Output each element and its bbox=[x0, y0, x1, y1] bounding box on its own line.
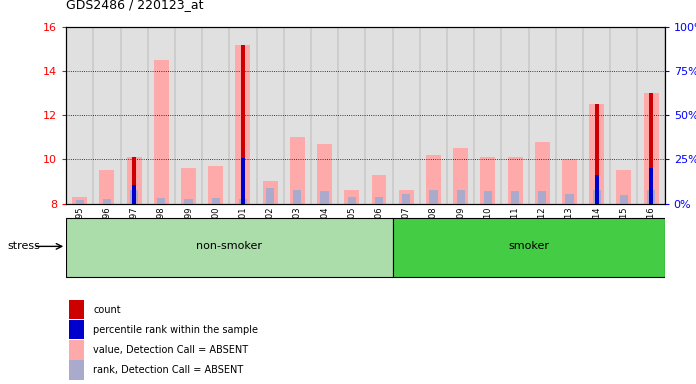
Bar bbox=[529, 27, 556, 204]
Bar bbox=[69, 340, 84, 359]
Bar bbox=[372, 175, 386, 204]
Bar bbox=[157, 198, 166, 204]
Bar bbox=[594, 175, 599, 204]
Bar bbox=[644, 93, 658, 204]
Bar bbox=[649, 93, 653, 204]
Bar bbox=[453, 148, 468, 204]
Bar bbox=[501, 27, 529, 204]
Bar bbox=[284, 27, 311, 204]
Bar bbox=[181, 168, 196, 204]
Bar bbox=[399, 190, 413, 204]
Text: rank, Detection Call = ABSENT: rank, Detection Call = ABSENT bbox=[93, 365, 244, 375]
Bar bbox=[447, 27, 474, 204]
Bar bbox=[293, 190, 301, 204]
Bar bbox=[212, 198, 220, 204]
Bar bbox=[480, 157, 496, 204]
Bar bbox=[590, 104, 604, 204]
Bar bbox=[610, 27, 638, 204]
Bar bbox=[103, 199, 111, 204]
Bar bbox=[69, 300, 84, 319]
Bar bbox=[72, 197, 87, 204]
Bar bbox=[132, 157, 136, 204]
Text: percentile rank within the sample: percentile rank within the sample bbox=[93, 325, 258, 335]
Bar bbox=[402, 194, 411, 204]
Bar bbox=[311, 27, 338, 204]
Bar bbox=[535, 142, 550, 204]
Bar bbox=[619, 195, 628, 204]
Bar bbox=[594, 104, 599, 204]
Bar bbox=[202, 27, 230, 204]
Bar bbox=[375, 197, 383, 204]
Bar bbox=[69, 320, 84, 339]
Bar bbox=[230, 27, 257, 204]
Bar bbox=[583, 27, 610, 204]
Bar bbox=[338, 27, 365, 204]
Bar bbox=[184, 199, 193, 204]
Bar bbox=[617, 170, 631, 204]
Bar bbox=[426, 155, 441, 204]
Bar bbox=[175, 27, 202, 204]
Bar bbox=[429, 190, 438, 204]
Text: stress: stress bbox=[7, 242, 40, 252]
Bar bbox=[208, 166, 223, 204]
Bar bbox=[241, 158, 245, 204]
Bar bbox=[290, 137, 305, 204]
Bar bbox=[239, 199, 247, 204]
Text: non-smoker: non-smoker bbox=[196, 242, 262, 252]
Bar bbox=[457, 190, 465, 204]
Bar bbox=[148, 27, 175, 204]
Bar bbox=[538, 191, 546, 204]
Bar bbox=[266, 188, 274, 204]
Bar bbox=[320, 191, 329, 204]
Bar bbox=[66, 218, 393, 277]
Bar bbox=[592, 190, 601, 204]
Bar bbox=[484, 191, 492, 204]
Text: GDS2486 / 220123_at: GDS2486 / 220123_at bbox=[66, 0, 204, 12]
Bar bbox=[154, 60, 169, 204]
Bar bbox=[130, 190, 139, 204]
Bar bbox=[120, 27, 148, 204]
Bar bbox=[348, 197, 356, 204]
Bar bbox=[132, 185, 136, 204]
Bar bbox=[393, 218, 665, 277]
Text: count: count bbox=[93, 305, 120, 314]
Bar bbox=[235, 45, 251, 204]
Bar bbox=[420, 27, 447, 204]
Bar bbox=[638, 27, 665, 204]
Bar bbox=[93, 27, 120, 204]
Bar bbox=[511, 191, 519, 204]
Bar bbox=[69, 361, 84, 380]
Bar bbox=[100, 170, 114, 204]
Bar bbox=[241, 45, 245, 204]
Bar bbox=[262, 182, 278, 204]
Text: smoker: smoker bbox=[508, 242, 549, 252]
Bar bbox=[393, 27, 420, 204]
Bar bbox=[345, 190, 359, 204]
Bar bbox=[474, 27, 501, 204]
Text: value, Detection Call = ABSENT: value, Detection Call = ABSENT bbox=[93, 345, 248, 355]
Bar bbox=[127, 157, 141, 204]
Bar bbox=[257, 27, 284, 204]
Bar bbox=[66, 27, 93, 204]
Bar bbox=[76, 200, 84, 204]
Bar bbox=[562, 159, 577, 204]
Bar bbox=[317, 144, 332, 204]
Bar bbox=[556, 27, 583, 204]
Bar bbox=[649, 168, 653, 204]
Bar bbox=[365, 27, 393, 204]
Bar bbox=[507, 157, 523, 204]
Bar bbox=[565, 194, 574, 204]
Bar bbox=[647, 190, 655, 204]
